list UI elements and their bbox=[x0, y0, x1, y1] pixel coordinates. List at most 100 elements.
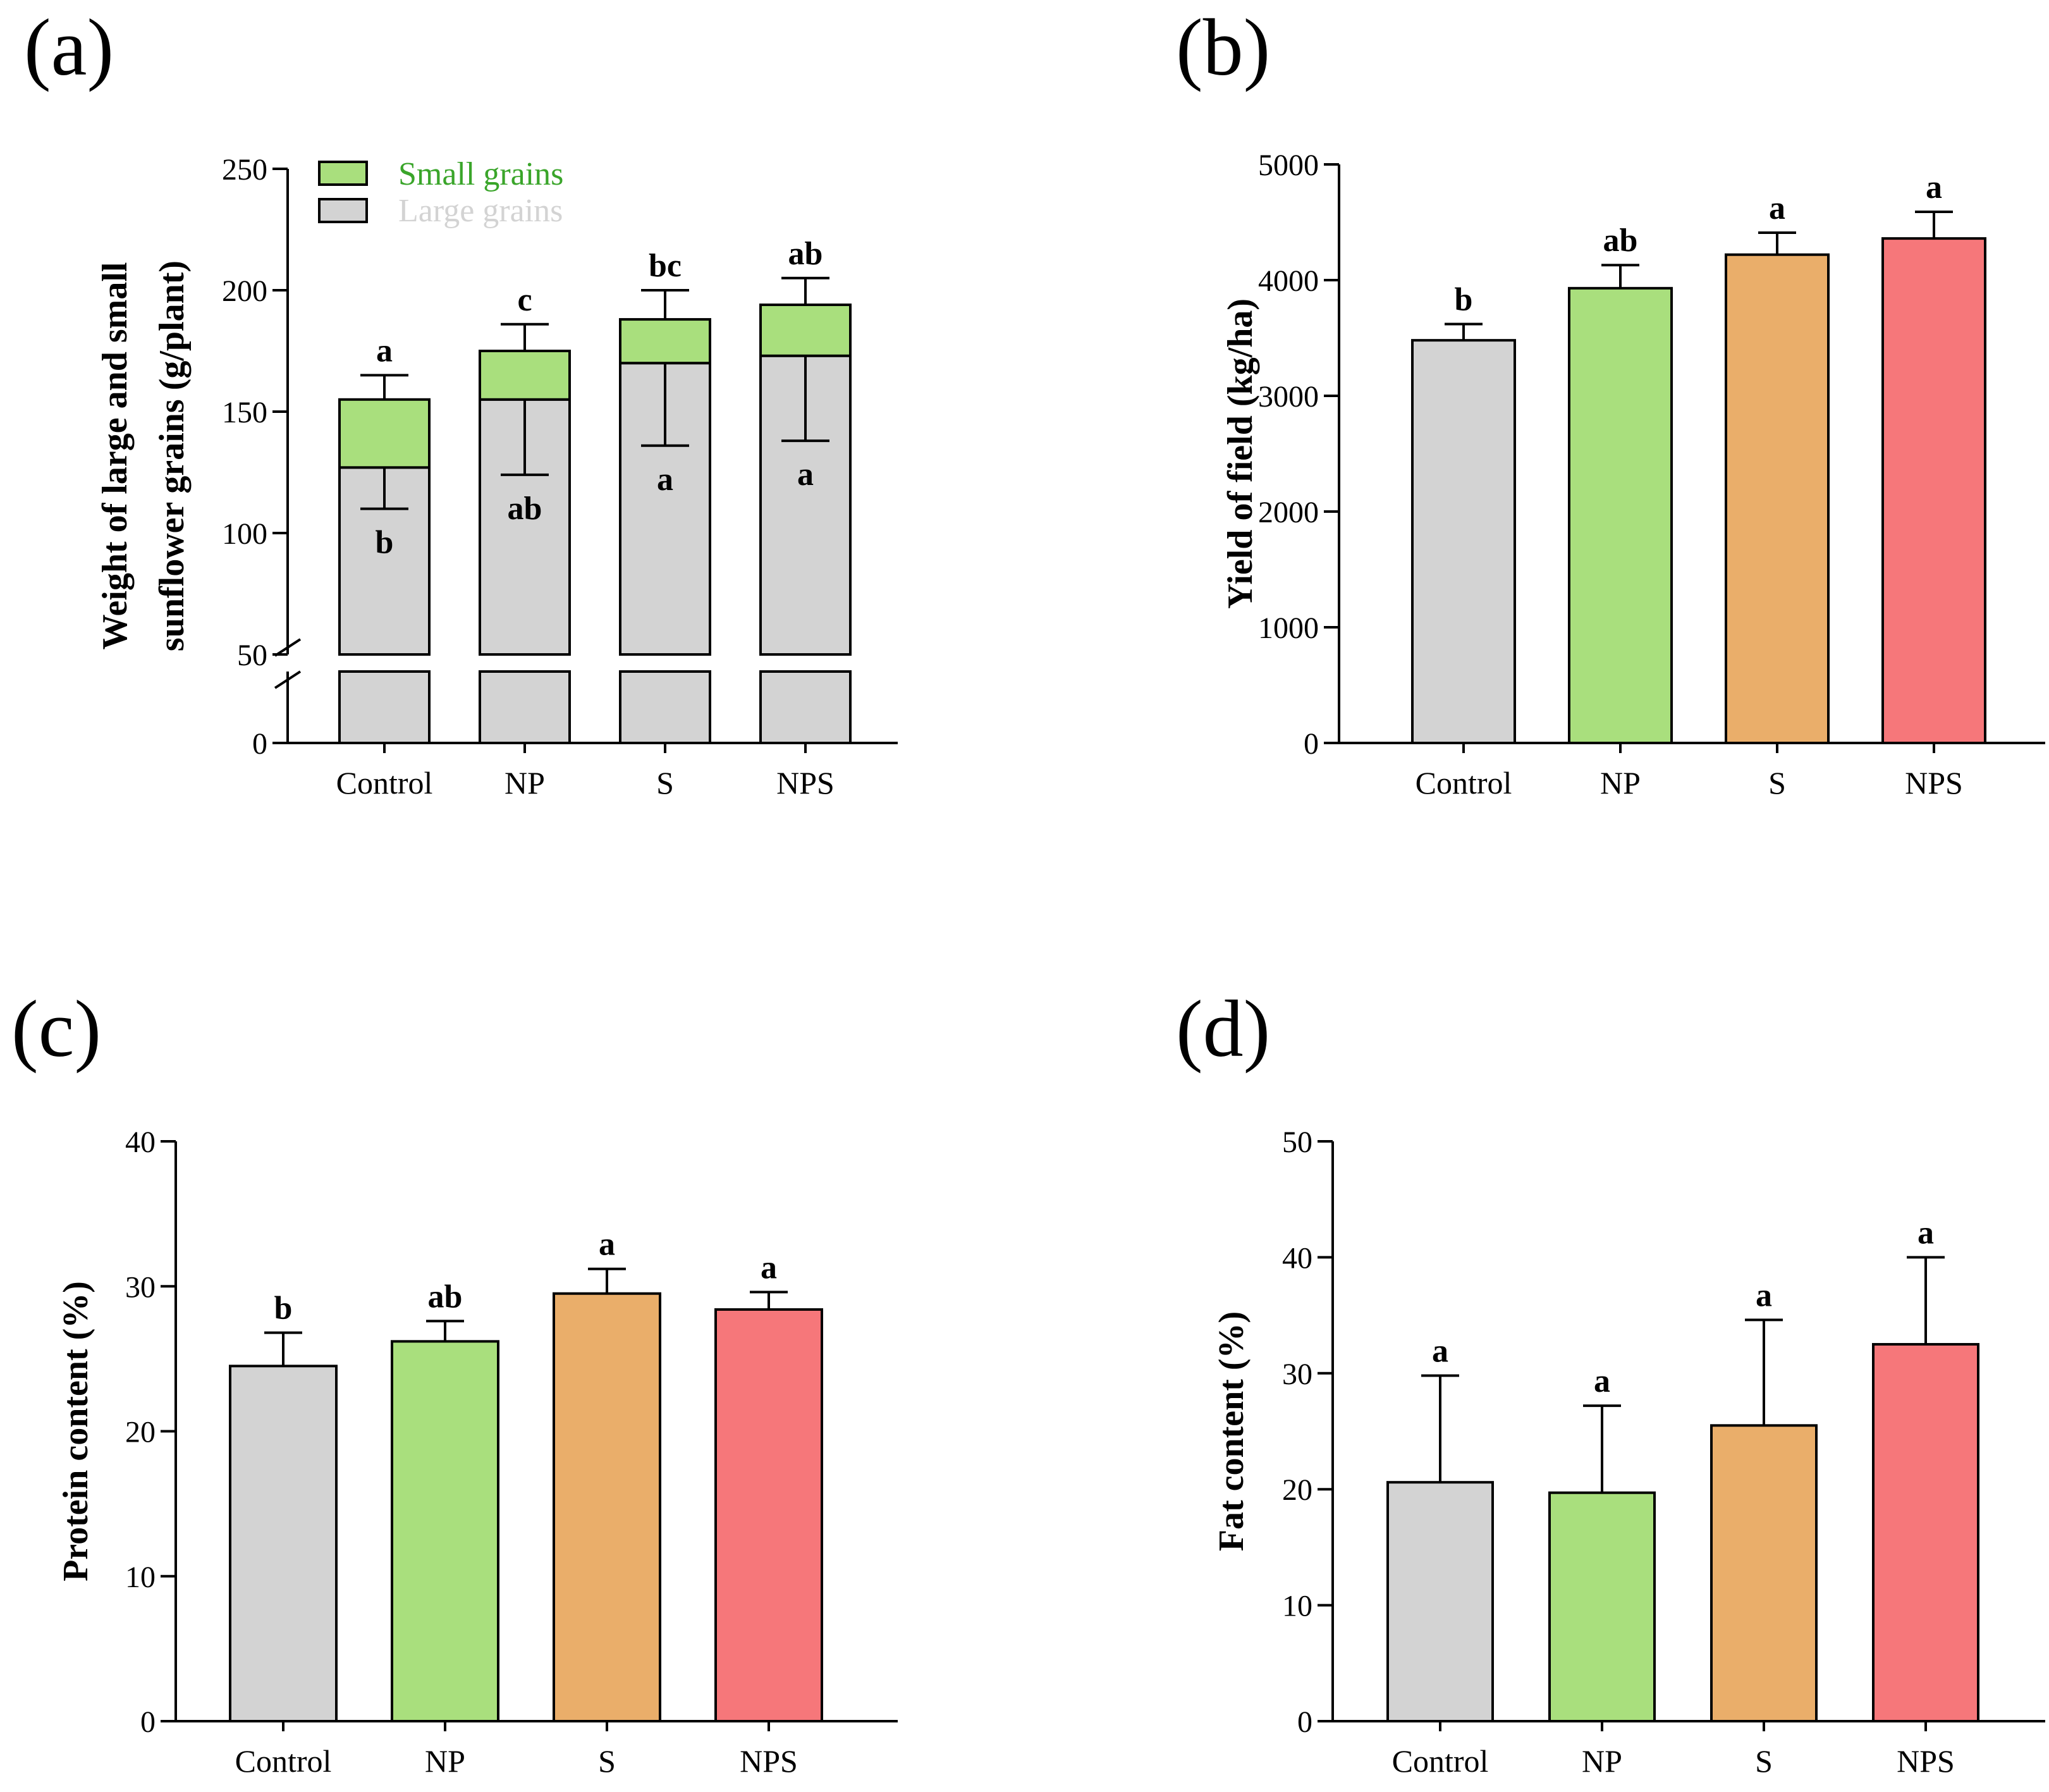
bar-small-grains bbox=[619, 318, 711, 365]
x-tick-label: NP bbox=[505, 765, 545, 801]
y-tick-label: 50 bbox=[1282, 1126, 1312, 1159]
bar-s bbox=[1725, 253, 1830, 744]
bar-control bbox=[229, 1365, 338, 1722]
y-tick-label: 0 bbox=[1297, 1705, 1312, 1739]
legend-label-small: Small grains bbox=[398, 156, 563, 192]
bar-large-grains-lower bbox=[619, 670, 711, 744]
axis-break-gap bbox=[618, 656, 713, 670]
x-tick-label: Control bbox=[1392, 1743, 1489, 1779]
significance-letter: a bbox=[1769, 190, 1785, 226]
significance-letter-small: a bbox=[376, 333, 393, 369]
y-tick-label: 1000 bbox=[1258, 611, 1319, 645]
bar-small-grains bbox=[759, 304, 852, 357]
significance-letter: b bbox=[274, 1291, 293, 1327]
bar-s bbox=[553, 1292, 661, 1722]
panel-c: (c) 0 10 20 30 40 Protein content (%) b Control a… bbox=[11, 984, 898, 1779]
x-tick-label: NPS bbox=[1905, 765, 1963, 801]
significance-letter-small: ab bbox=[788, 236, 823, 272]
x-tick-label: S bbox=[1755, 1743, 1773, 1779]
x-tick-label: NPS bbox=[1897, 1743, 1955, 1779]
significance-letter: a bbox=[761, 1249, 777, 1286]
panel-label: (a) bbox=[24, 3, 114, 92]
y-axis-title: Protein content (%) bbox=[56, 1281, 95, 1581]
axis-break-gap bbox=[337, 656, 432, 670]
significance-letter: a bbox=[1917, 1215, 1934, 1251]
y-axis-title: Weight of large and small bbox=[95, 262, 135, 650]
significance-letter-large: ab bbox=[508, 491, 542, 527]
bar-large-grains-lower bbox=[479, 670, 571, 744]
axis-break-mark bbox=[274, 638, 302, 657]
legend-swatch-small bbox=[318, 161, 368, 186]
y-axis-title: Yield of field (kg/ha) bbox=[1221, 298, 1260, 609]
y-tick-label: 50 bbox=[237, 639, 267, 672]
y-tick-label: 0 bbox=[252, 727, 267, 761]
significance-letter-large: a bbox=[797, 457, 814, 493]
bar-large-grains-lower bbox=[759, 670, 852, 744]
significance-letter-large: b bbox=[376, 525, 394, 561]
significance-letter: b bbox=[1455, 282, 1473, 318]
significance-letter-small: bc bbox=[649, 248, 682, 284]
legend-label-large: Large grains bbox=[398, 193, 563, 229]
y-tick-label: 3000 bbox=[1258, 380, 1319, 414]
x-tick-label: S bbox=[1768, 765, 1786, 801]
x-tick-label: NP bbox=[425, 1743, 465, 1779]
x-tick-label: Control bbox=[1416, 765, 1512, 801]
panel-b: (b) 0 1000 2000 3000 4000 5000 Yield of field (… bbox=[1176, 3, 2045, 801]
x-tick-label: NP bbox=[1600, 765, 1641, 801]
panel-d: (d) 0 10 20 30 40 50 Fat content (%) a Control a NP… bbox=[1176, 984, 2045, 1779]
y-tick-label: 0 bbox=[1304, 727, 1319, 761]
bar-small-grains bbox=[479, 350, 571, 401]
y-tick-label: 100 bbox=[222, 517, 267, 551]
bar-np bbox=[391, 1340, 499, 1722]
x-tick-label: NPS bbox=[776, 765, 835, 801]
x-tick-label: S bbox=[656, 765, 674, 801]
significance-letter: a bbox=[1432, 1333, 1448, 1369]
axis-break-gap bbox=[477, 656, 572, 670]
significance-letter-small: c bbox=[517, 282, 532, 318]
legend-swatch-large bbox=[318, 198, 368, 223]
x-tick-label: NP bbox=[1582, 1743, 1622, 1779]
axis-break-gap bbox=[758, 656, 853, 670]
x-tick-label: S bbox=[598, 1743, 616, 1779]
y-axis-title: sunflower grains (g/plant) bbox=[152, 261, 192, 651]
panel-a: (a) 0 50 100 150 200 250 Weight of large and sm… bbox=[24, 3, 898, 801]
y-tick-label: 10 bbox=[125, 1561, 156, 1594]
panel-label: (b) bbox=[1176, 3, 1270, 92]
y-tick-label: 30 bbox=[125, 1270, 156, 1304]
y-tick-label: 30 bbox=[1282, 1358, 1312, 1391]
significance-letter: a bbox=[1756, 1277, 1772, 1313]
bar-np bbox=[1548, 1491, 1656, 1722]
bar-large-grains-lower bbox=[338, 670, 431, 744]
bar-np bbox=[1568, 286, 1673, 744]
y-tick-label: 40 bbox=[125, 1126, 156, 1159]
y-tick-label: 0 bbox=[140, 1705, 156, 1739]
bar-nps bbox=[714, 1308, 823, 1722]
y-tick-label: 150 bbox=[222, 396, 267, 429]
x-tick-label: NPS bbox=[740, 1743, 798, 1779]
y-tick-label: 10 bbox=[1282, 1590, 1312, 1623]
bar-s bbox=[1710, 1424, 1818, 1723]
significance-letter: ab bbox=[428, 1279, 463, 1315]
significance-letter: a bbox=[1594, 1363, 1610, 1399]
x-tick-label: Control bbox=[336, 765, 433, 801]
bar-nps bbox=[1881, 237, 1986, 744]
y-tick-label: 200 bbox=[222, 274, 267, 308]
bar-nps bbox=[1872, 1342, 1979, 1722]
significance-letter: ab bbox=[1603, 223, 1638, 259]
significance-letter: a bbox=[599, 1227, 615, 1263]
x-tick-label: Control bbox=[235, 1743, 332, 1779]
bar-control bbox=[1411, 339, 1516, 744]
y-tick-label: 40 bbox=[1282, 1241, 1312, 1275]
y-tick-label: 20 bbox=[125, 1416, 156, 1449]
significance-letter: a bbox=[1926, 169, 1942, 206]
y-tick-label: 4000 bbox=[1258, 264, 1319, 298]
y-tick-label: 5000 bbox=[1258, 149, 1319, 182]
bar-control bbox=[1386, 1481, 1494, 1723]
panel-label: (c) bbox=[11, 984, 101, 1074]
axis-break-mark bbox=[274, 670, 302, 689]
panel-label: (d) bbox=[1176, 984, 1270, 1074]
y-tick-label: 20 bbox=[1282, 1473, 1312, 1507]
significance-letter-large: a bbox=[657, 462, 673, 498]
bar-small-grains bbox=[338, 398, 431, 469]
